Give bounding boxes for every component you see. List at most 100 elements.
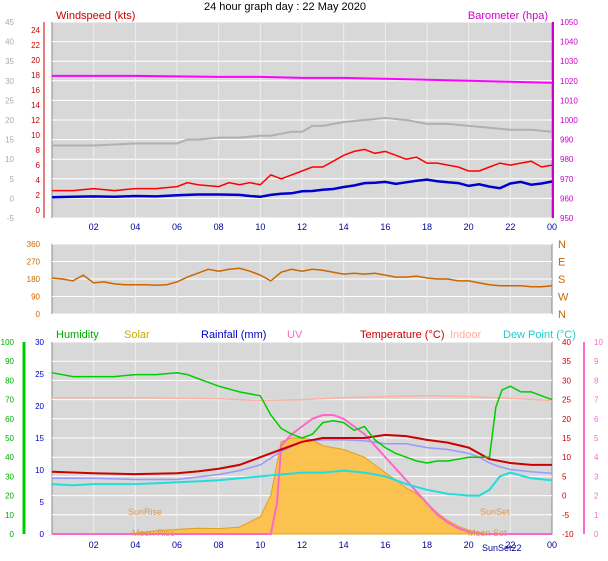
humidity-line xyxy=(51,371,553,464)
direction-compass-tick: E xyxy=(558,257,565,269)
windspeed-outer-tick: 35 xyxy=(5,57,14,66)
barometer-tick: 990 xyxy=(560,136,574,145)
barometer-tick: 1000 xyxy=(560,116,578,125)
barometer-tick: 1040 xyxy=(560,38,578,47)
humidity-tick: 60 xyxy=(5,415,14,424)
wind-x-tick: 22 xyxy=(505,222,515,232)
wind-x-tick: 14 xyxy=(339,222,349,232)
barometer-tick: 970 xyxy=(560,175,574,184)
temp-x-tick: 12 xyxy=(297,540,307,550)
windspeed-outer-tick: 20 xyxy=(5,116,14,125)
temp-x-tick: 18 xyxy=(422,540,432,550)
rainfall-tick: 0 xyxy=(40,530,45,539)
rainfall-tick: 5 xyxy=(40,498,45,507)
barometer-line xyxy=(52,74,553,84)
windspeed-kts-tick: 16 xyxy=(31,86,40,95)
temp-x-tick: 10 xyxy=(255,540,265,550)
barometer-tick: 1030 xyxy=(560,57,578,66)
humidity-tick: 30 xyxy=(5,472,14,481)
humidity-tick: 20 xyxy=(5,492,14,501)
windspeed-kts-tick: 14 xyxy=(31,101,40,110)
wind-x-tick: 08 xyxy=(214,222,224,232)
wind-average-line xyxy=(51,178,553,199)
temperature-tick: -10 xyxy=(562,530,574,539)
sunset-annotation: SunSet xyxy=(480,507,510,517)
wind-x-tick: 06 xyxy=(172,222,182,232)
windspeed-outer-tick: 10 xyxy=(5,155,14,164)
temperature-tick: 40 xyxy=(562,338,571,347)
windspeed-outer-tick: 15 xyxy=(5,136,14,145)
humidity-tick: 90 xyxy=(5,357,14,366)
temperature-tick: 30 xyxy=(562,376,571,385)
barometer-label: Barometer (hpa) xyxy=(468,10,548,22)
direction-degree-tick: 180 xyxy=(27,275,41,284)
windspeed-kts-tick: 2 xyxy=(36,191,41,200)
temperature-tick: 35 xyxy=(562,357,571,366)
temperature-tick: 20 xyxy=(562,415,571,424)
uv-tick: 7 xyxy=(594,396,599,405)
dew-point-line xyxy=(51,469,553,497)
barometer-tick: 1050 xyxy=(560,18,578,27)
barometer-tick: 980 xyxy=(560,155,574,164)
temp-x-tick: 22 xyxy=(505,540,515,550)
graph-title: 24 hour graph day : 22 May 2020 xyxy=(204,1,366,13)
windspeed-outer-tick: 30 xyxy=(5,77,14,86)
dewpoint-legend: Dew Point (°C) xyxy=(503,329,576,341)
temp-x-tick: 04 xyxy=(130,540,140,550)
temperature-tick: 10 xyxy=(562,453,571,462)
barometer-tick: 1010 xyxy=(560,96,578,105)
windspeed-outer-tick: 0 xyxy=(10,194,15,203)
solar-area xyxy=(52,437,552,535)
windspeed-kts-tick: 8 xyxy=(36,146,41,155)
windspeed-kts-tick: 4 xyxy=(36,176,41,185)
direction-degree-tick: 270 xyxy=(27,258,41,267)
solar-legend: Solar xyxy=(124,329,150,341)
windspeed-kts-tick: 10 xyxy=(31,131,40,140)
sunset22-annotation: SunSet22 xyxy=(482,543,522,553)
temperature-line xyxy=(51,433,552,476)
uv-tick: 1 xyxy=(594,511,599,520)
windspeed-kts-tick: 18 xyxy=(31,71,40,80)
uv-tick: 3 xyxy=(594,472,599,481)
wind-x-tick: 12 xyxy=(297,222,307,232)
windrun-line xyxy=(52,116,553,147)
temperature-tick: 25 xyxy=(562,396,571,405)
rainfall-legend: Rainfall (mm) xyxy=(201,329,266,341)
windspeed-label: Windspeed (kts) xyxy=(56,10,135,22)
temperature-tick: 0 xyxy=(562,492,567,501)
windspeed-outer-tick: 25 xyxy=(5,96,14,105)
temperature-tick: 15 xyxy=(562,434,571,443)
humidity-tick: 70 xyxy=(5,396,14,405)
rainfall-tick: 25 xyxy=(35,370,44,379)
rainfall-tick: 30 xyxy=(35,338,44,347)
windspeed-kts-tick: 12 xyxy=(31,116,40,125)
moonrise-annotation: Moon Rise xyxy=(132,528,175,538)
direction-degree-tick: 0 xyxy=(36,310,41,319)
windspeed-kts-tick: 24 xyxy=(31,26,40,35)
windspeed-outer-tick: -5 xyxy=(7,214,15,223)
indoor-legend: Indoor xyxy=(450,329,482,341)
barometer-tick: 960 xyxy=(560,194,574,203)
uv-tick: 9 xyxy=(594,357,599,366)
humidity-tick: 100 xyxy=(1,338,15,347)
moonset-annotation: Moon Set xyxy=(468,528,507,538)
wind-direction-line xyxy=(51,267,553,288)
windspeed-kts-tick: 20 xyxy=(31,56,40,65)
wind-x-tick: 16 xyxy=(380,222,390,232)
sunrise-annotation: SunRise xyxy=(128,507,162,517)
temp-x-tick: 06 xyxy=(172,540,182,550)
uv-tick: 4 xyxy=(594,453,599,462)
temp-x-tick: 08 xyxy=(214,540,224,550)
wind-x-tick: 18 xyxy=(422,222,432,232)
rainfall-tick: 10 xyxy=(35,466,44,475)
gust-line xyxy=(52,148,553,192)
wind-x-tick: 10 xyxy=(255,222,265,232)
humidity-tick: 40 xyxy=(5,453,14,462)
temp-x-tick: 16 xyxy=(380,540,390,550)
rainfall-tick: 20 xyxy=(35,402,44,411)
uv-tick: 0 xyxy=(594,530,599,539)
windspeed-outer-tick: 5 xyxy=(10,175,15,184)
direction-compass-tick: N xyxy=(558,309,566,321)
uv-tick: 5 xyxy=(594,434,599,443)
